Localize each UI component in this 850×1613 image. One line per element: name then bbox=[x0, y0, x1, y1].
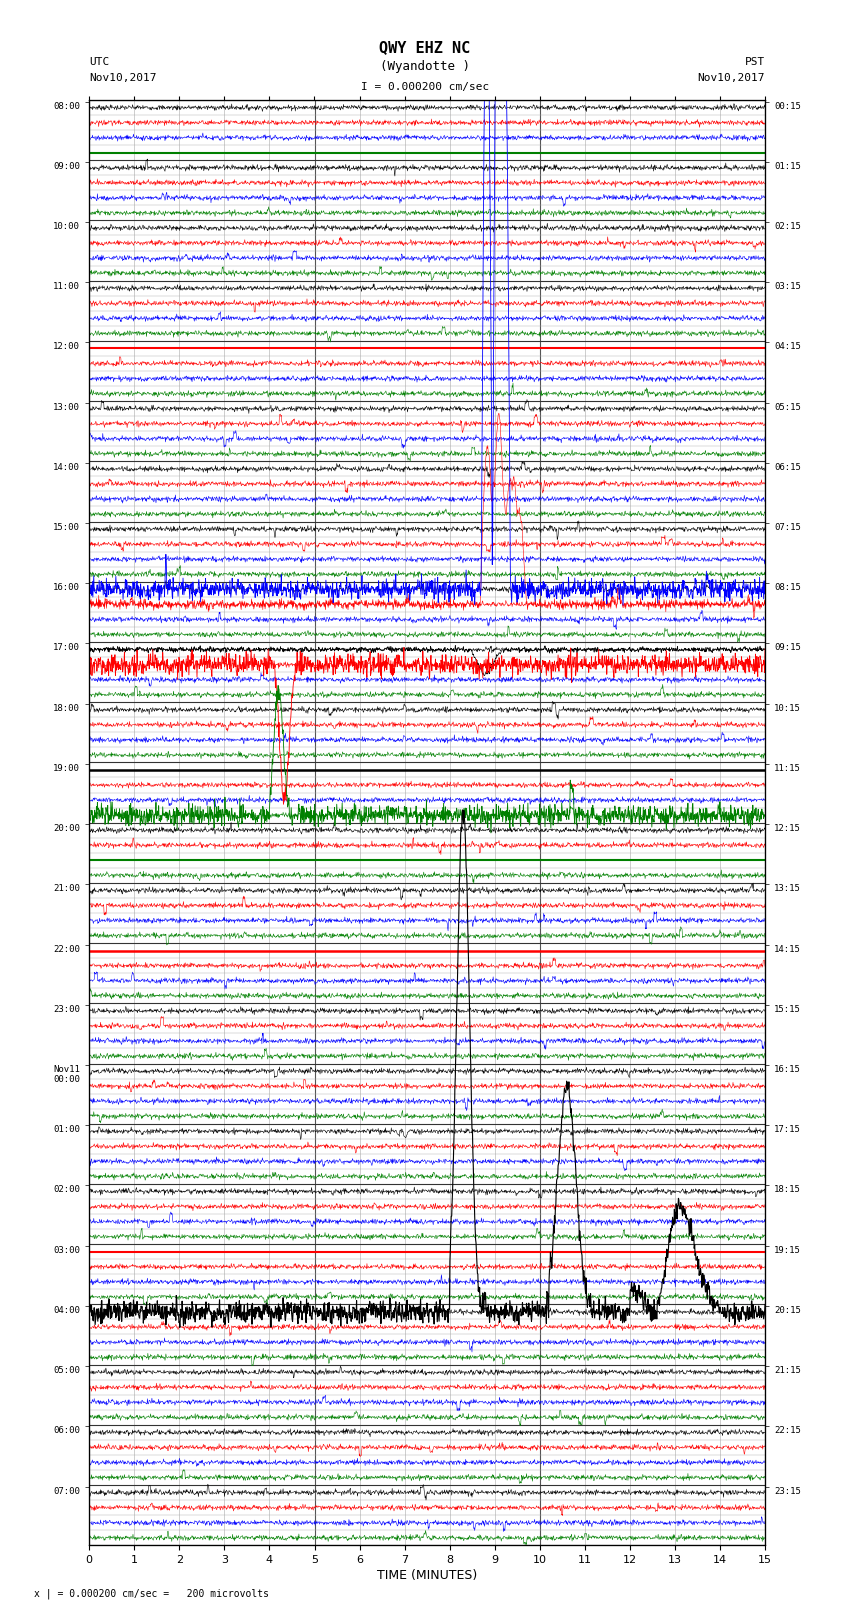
Text: x | = 0.000200 cm/sec =   200 microvolts: x | = 0.000200 cm/sec = 200 microvolts bbox=[34, 1589, 269, 1600]
Text: UTC: UTC bbox=[89, 56, 110, 66]
Text: (Wyandotte ): (Wyandotte ) bbox=[380, 60, 470, 73]
Text: Nov10,2017: Nov10,2017 bbox=[89, 73, 156, 82]
Text: PST: PST bbox=[745, 56, 765, 66]
Text: QWY EHZ NC: QWY EHZ NC bbox=[379, 40, 471, 55]
X-axis label: TIME (MINUTES): TIME (MINUTES) bbox=[377, 1569, 477, 1582]
Text: Nov10,2017: Nov10,2017 bbox=[698, 73, 765, 82]
Text: I = 0.000200 cm/sec: I = 0.000200 cm/sec bbox=[361, 82, 489, 92]
